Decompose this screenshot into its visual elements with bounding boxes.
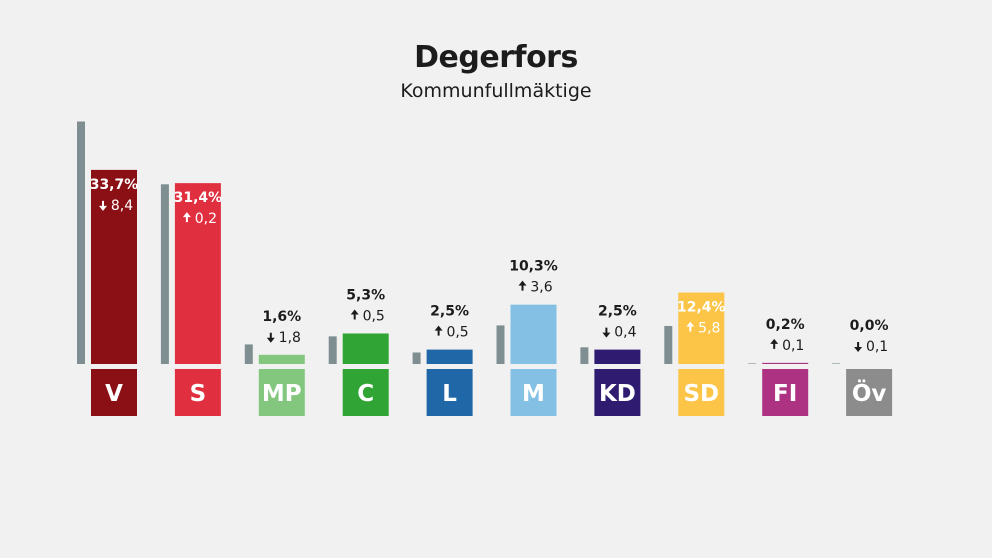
change-arrow-Öv <box>854 342 863 352</box>
previous-bar-KD <box>580 347 589 364</box>
change-arrow-L <box>434 325 443 336</box>
change-arrow-KD <box>602 327 611 338</box>
change-label-M: 3,6 <box>530 280 552 296</box>
bar-FI <box>762 362 809 364</box>
party-label-Öv: Öv <box>852 379 887 407</box>
change-arrow-SD <box>686 321 695 332</box>
previous-bar-MP <box>244 344 253 364</box>
party-label-S: S <box>190 381 207 407</box>
value-label-KD: 2,5% <box>598 304 637 320</box>
previous-bar-C <box>328 336 337 364</box>
value-label-MP: 1,6% <box>262 309 301 325</box>
party-label-L: L <box>442 381 457 407</box>
value-label-SD: 12,4% <box>677 300 726 316</box>
party-label-box-Öv <box>846 369 893 416</box>
change-label-KD: 0,4 <box>614 325 636 341</box>
change-arrow-FI <box>770 338 779 349</box>
change-label-SD: 5,8 <box>698 321 720 337</box>
party-label-M: M <box>522 381 545 407</box>
change-arrow-M <box>518 280 527 291</box>
party-label-SD: SD <box>683 381 719 407</box>
bar-KD <box>594 349 641 364</box>
bar-SD <box>678 292 725 364</box>
bar-L <box>426 349 473 364</box>
previous-bar-SD <box>664 325 673 364</box>
previous-bar-FI <box>748 363 757 364</box>
bar-C <box>342 333 389 364</box>
party-label-box-C <box>342 369 389 416</box>
party-label-box-M <box>510 369 557 416</box>
party-label-box-FI <box>762 369 809 416</box>
change-arrow-V <box>99 200 107 211</box>
party-label-FI: FI <box>773 381 797 407</box>
page-title: Degerfors <box>414 40 578 75</box>
change-arrow-C <box>350 309 359 320</box>
change-label-S: 0,2 <box>195 211 217 227</box>
value-label-M: 10,3% <box>509 259 558 275</box>
change-label-MP: 1,8 <box>279 330 301 346</box>
party-label-V: V <box>105 381 123 407</box>
party-label-MP: MP <box>262 381 302 407</box>
value-label-Öv: 0,0% <box>850 318 889 334</box>
party-label-box-KD <box>594 369 641 416</box>
value-label-V: 33,7% <box>90 177 139 193</box>
previous-bar-L <box>412 352 421 364</box>
value-label-FI: 0,2% <box>766 317 805 333</box>
party-label-box-V <box>91 369 137 416</box>
change-arrow-MP <box>266 332 275 343</box>
change-label-L: 0,5 <box>446 325 468 341</box>
page-subtitle: Kommunfullmäktige <box>400 80 592 102</box>
previous-bar-V <box>77 121 85 364</box>
previous-bar-Öv <box>832 363 841 364</box>
previous-bar-M <box>496 325 505 364</box>
party-label-box-MP <box>258 369 305 416</box>
party-label-box-L <box>426 369 473 416</box>
party-label-C: C <box>357 381 374 407</box>
previous-bar-S <box>160 184 169 364</box>
change-arrow-S <box>182 212 191 223</box>
change-label-FI: 0,1 <box>782 338 804 354</box>
value-label-S: 31,4% <box>174 190 223 206</box>
bar-MP <box>258 354 305 364</box>
change-label-V: 8,4 <box>111 198 133 214</box>
party-label-box-SD <box>678 369 725 416</box>
bar-S <box>174 183 221 364</box>
party-label-box-S <box>174 369 221 416</box>
party-label-KD: KD <box>599 381 636 407</box>
value-label-C: 5,3% <box>346 287 385 303</box>
change-label-C: 0,5 <box>363 308 385 324</box>
value-label-L: 2,5% <box>430 304 469 320</box>
bar-V <box>91 169 137 364</box>
change-label-Öv: 0,1 <box>866 339 888 355</box>
bar-M <box>510 304 557 364</box>
